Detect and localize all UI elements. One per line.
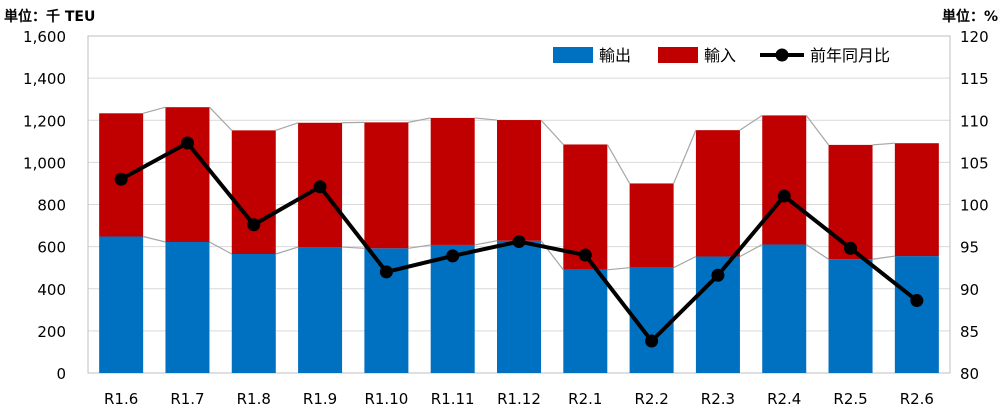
bar-export <box>232 254 276 373</box>
x-tick-label: R1.10 <box>364 390 408 408</box>
bar-import <box>762 115 806 244</box>
series-connector <box>674 257 696 268</box>
bar-export <box>895 256 939 373</box>
y-left-tick-label: 1,000 <box>23 154 66 172</box>
y-right-tick-label: 105 <box>960 154 989 172</box>
bar-import <box>232 130 276 254</box>
bar-import <box>364 122 408 248</box>
series-connector <box>475 241 497 245</box>
right-axis-unit-label: 単位：% <box>942 6 998 26</box>
y-right-tick-label: 80 <box>960 365 979 383</box>
x-tick-label: R2.5 <box>833 390 867 408</box>
legend-swatch-import <box>658 47 698 63</box>
legend-marker-yoy <box>776 49 789 62</box>
bar-import <box>431 118 475 245</box>
bar-import <box>696 130 740 256</box>
point-yoy <box>380 265 393 278</box>
point-yoy <box>910 294 923 307</box>
series-connector <box>143 107 165 113</box>
point-yoy <box>115 173 128 186</box>
bar-import <box>165 107 209 242</box>
series-connector <box>607 144 629 183</box>
y-right-tick-label: 110 <box>960 112 989 130</box>
point-yoy <box>711 269 724 282</box>
point-yoy <box>513 235 526 248</box>
point-yoy <box>844 242 857 255</box>
x-tick-label: R2.2 <box>634 390 668 408</box>
bar-export <box>165 242 209 373</box>
point-yoy <box>446 249 459 262</box>
x-tick-label: R2.6 <box>900 390 934 408</box>
y-left-tick-label: 200 <box>37 323 66 341</box>
bar-export <box>497 241 541 373</box>
legend-swatch-export <box>553 47 593 63</box>
point-yoy <box>247 218 260 231</box>
series-connector <box>276 123 298 131</box>
x-tick-label: R2.3 <box>701 390 735 408</box>
bar-export <box>563 270 607 373</box>
left-axis-unit-label: 単位：千 TEU <box>4 6 95 26</box>
y-right-tick-label: 115 <box>960 70 989 88</box>
series-connector <box>873 143 895 145</box>
x-tick-label: R2.1 <box>568 390 602 408</box>
x-tick-label: R1.8 <box>237 390 271 408</box>
y-left-tick-label: 0 <box>56 365 66 383</box>
bar-export <box>99 237 143 373</box>
series-connector <box>873 256 895 259</box>
y-left-tick-label: 800 <box>37 197 66 215</box>
x-tick-label: R1.6 <box>104 390 138 408</box>
bar-export <box>431 245 475 373</box>
series-connector <box>276 247 298 254</box>
bar-export <box>762 245 806 373</box>
series-connector <box>541 120 563 144</box>
legend: 輸出 輸入 前年同月比 <box>553 46 890 65</box>
bar-import <box>630 183 674 267</box>
x-tick-label: R2.4 <box>767 390 801 408</box>
series-connector <box>475 118 497 120</box>
series-connector <box>209 242 231 254</box>
y-left-tick-label: 400 <box>37 281 66 299</box>
series-connector <box>143 237 165 242</box>
series-connector <box>607 268 629 270</box>
series-connector <box>674 130 696 183</box>
x-tick-label: R1.7 <box>170 390 204 408</box>
bar-export <box>829 259 873 373</box>
x-tick-label: R1.9 <box>303 390 337 408</box>
y-right-tick-label: 100 <box>960 197 989 215</box>
y-left-tick-label: 1,400 <box>23 70 66 88</box>
legend-label-import: 輸入 <box>704 46 736 65</box>
y-right-tick-label: 90 <box>960 281 979 299</box>
y-left-tick-label: 600 <box>37 239 66 257</box>
x-tick-label: R1.11 <box>431 390 475 408</box>
y-left-tick-label: 1,200 <box>23 112 66 130</box>
x-tick-label: R1.12 <box>497 390 541 408</box>
point-yoy <box>778 190 791 203</box>
series-connector <box>740 115 762 130</box>
y-right-tick-label: 85 <box>960 323 979 341</box>
y-right-tick-label: 95 <box>960 239 979 257</box>
point-yoy <box>645 334 658 347</box>
y-left-tick-label: 1,600 <box>23 28 66 46</box>
bar-import <box>497 120 541 241</box>
series-connector <box>209 107 231 130</box>
point-yoy <box>181 136 194 149</box>
bar-export <box>298 247 342 373</box>
y-right-tick-label: 120 <box>960 28 989 46</box>
bar-import <box>895 143 939 256</box>
point-yoy <box>579 249 592 262</box>
series-connector <box>342 247 364 248</box>
legend-label-yoy: 前年同月比 <box>810 46 890 65</box>
legend-label-export: 輸出 <box>599 46 631 65</box>
point-yoy <box>314 180 327 193</box>
